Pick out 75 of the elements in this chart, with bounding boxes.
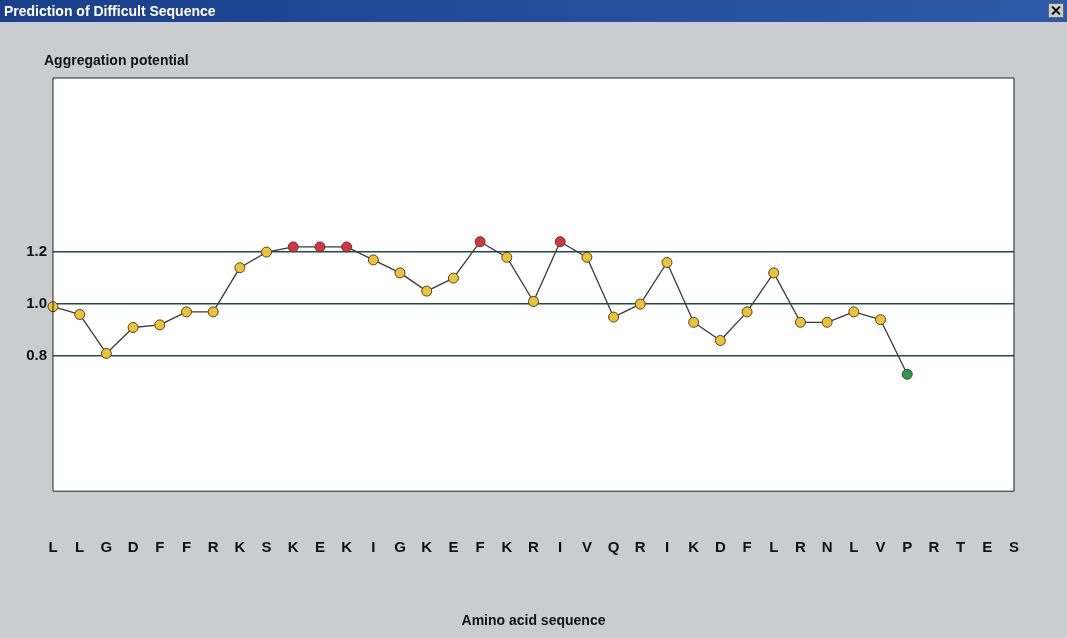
x-tick-label: T (956, 538, 966, 556)
y-tick-label: 1.0 (26, 294, 47, 312)
point (474, 236, 486, 248)
x-tick-label: K (287, 538, 299, 556)
point (875, 314, 887, 326)
point (261, 246, 273, 258)
x-tick-label: K (688, 538, 700, 556)
point (528, 295, 539, 307)
point (901, 368, 913, 380)
x-tick-label: F (742, 538, 752, 556)
point (367, 254, 379, 266)
x-tick-label: L (75, 538, 85, 556)
point (714, 334, 726, 346)
x-tick-label: V (875, 538, 886, 556)
point (100, 347, 112, 359)
point (234, 262, 246, 274)
x-tick-label: E (448, 538, 459, 556)
x-tick-label: G (394, 538, 406, 556)
x-axis-title: Amino acid sequence (461, 612, 606, 629)
x-tick-label: K (234, 538, 246, 556)
point (180, 306, 192, 318)
x-tick-label: K (341, 538, 353, 556)
x-tick-label: L (48, 538, 58, 556)
point (821, 316, 833, 328)
x-tick-label: E (314, 538, 325, 556)
x-tick-label: I (371, 538, 376, 556)
point (421, 285, 433, 297)
point (848, 306, 860, 318)
x-tick-label: L (849, 538, 859, 556)
y-tick-label: 1.2 (26, 242, 47, 260)
point (394, 267, 406, 279)
x-tick-label: F (475, 538, 485, 556)
x-tick-label: K (501, 538, 513, 556)
x-tick-label: R (928, 538, 940, 556)
x-tick-label: R (795, 538, 807, 556)
point (127, 321, 139, 333)
x-tick-label: F (155, 538, 165, 556)
x-tick-label: P (902, 538, 913, 556)
x-tick-label: R (528, 538, 540, 556)
point (634, 298, 646, 310)
point (768, 267, 780, 279)
point (314, 241, 326, 253)
point (447, 272, 459, 284)
x-tick-label: N (821, 538, 833, 556)
point (661, 257, 673, 269)
point (608, 311, 620, 323)
y-axis-title: Aggregation potential (44, 52, 189, 68)
x-tick-label: I (558, 538, 563, 556)
x-tick-label: D (714, 538, 726, 556)
point (154, 319, 166, 331)
point (207, 306, 219, 318)
x-tick-label: R (634, 538, 646, 556)
x-tick-label: L (769, 538, 779, 556)
point (554, 236, 566, 248)
x-tick-label: E (982, 538, 993, 556)
x-tick-label: D (127, 538, 139, 556)
point (741, 306, 753, 318)
point (287, 241, 299, 253)
x-tick-label: G (100, 538, 113, 556)
x-tick-label: F (181, 538, 192, 556)
y-tick-label: 0.8 (26, 346, 47, 364)
point (74, 308, 86, 320)
x-tick-label: I (664, 538, 670, 556)
x-tick-label: S (261, 538, 272, 556)
point (501, 251, 513, 263)
x-tick-label: K (421, 538, 433, 556)
chart-title: Prediction of Difficult Sequence (0, 0, 1067, 22)
x-tick-label: S (1008, 538, 1020, 556)
x-tick-label: V (581, 538, 592, 556)
point (688, 316, 700, 328)
point (581, 251, 593, 263)
point (794, 316, 806, 328)
x-tick-label: Q (607, 538, 620, 556)
point (341, 241, 353, 253)
x-tick-label: R (207, 538, 219, 556)
